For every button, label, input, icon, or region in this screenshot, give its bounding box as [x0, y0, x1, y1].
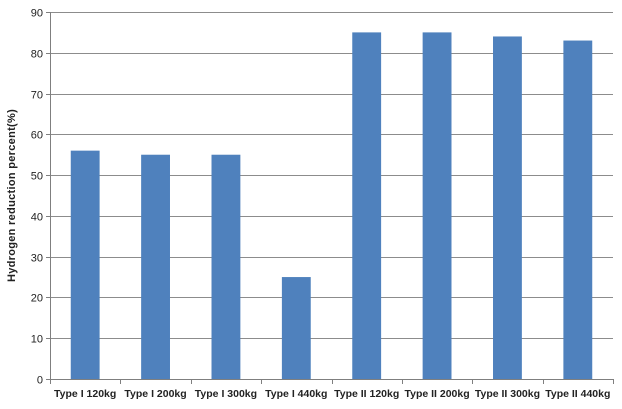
bar — [211, 154, 241, 379]
y-tick-label: 60 — [31, 130, 43, 142]
bar — [422, 32, 452, 380]
gridlines — [50, 12, 613, 339]
x-category-labels: Type I 120kg Type I 200kg Type I 300kg Type… — [54, 388, 610, 400]
y-tick-label: 30 — [31, 253, 43, 265]
bar — [70, 150, 100, 379]
y-tick-label: 10 — [31, 334, 43, 346]
y-tick-label: 40 — [31, 212, 43, 224]
y-tick-label: 80 — [31, 49, 43, 61]
x-category-label: Type I 200kg — [124, 388, 186, 400]
y-tick-label: 90 — [31, 8, 43, 20]
x-category-label: Type I 440kg — [265, 388, 327, 400]
y-tick-labels: 0 10 20 30 40 50 60 70 80 90 — [31, 8, 43, 387]
bars — [70, 32, 593, 380]
y-tick-label: 0 — [37, 375, 43, 387]
x-category-label: Type II 300kg — [475, 388, 540, 400]
axes — [46, 12, 614, 384]
bar — [493, 36, 522, 379]
y-tick-label: 70 — [31, 90, 43, 102]
x-category-label: Type II 120kg — [334, 388, 399, 400]
x-category-label: Type II 200kg — [404, 388, 469, 400]
bar — [281, 277, 311, 379]
bar — [563, 40, 593, 380]
x-category-label: Type I 300kg — [195, 388, 257, 400]
x-category-label: Type II 440kg — [545, 388, 610, 400]
bar — [141, 154, 170, 379]
y-axis-title: Hydrogen reduction percent(%) — [6, 109, 18, 282]
y-tick-label: 50 — [31, 171, 43, 183]
bar — [352, 32, 382, 380]
y-tick-label: 20 — [31, 293, 43, 305]
x-category-label: Type I 120kg — [54, 388, 116, 400]
